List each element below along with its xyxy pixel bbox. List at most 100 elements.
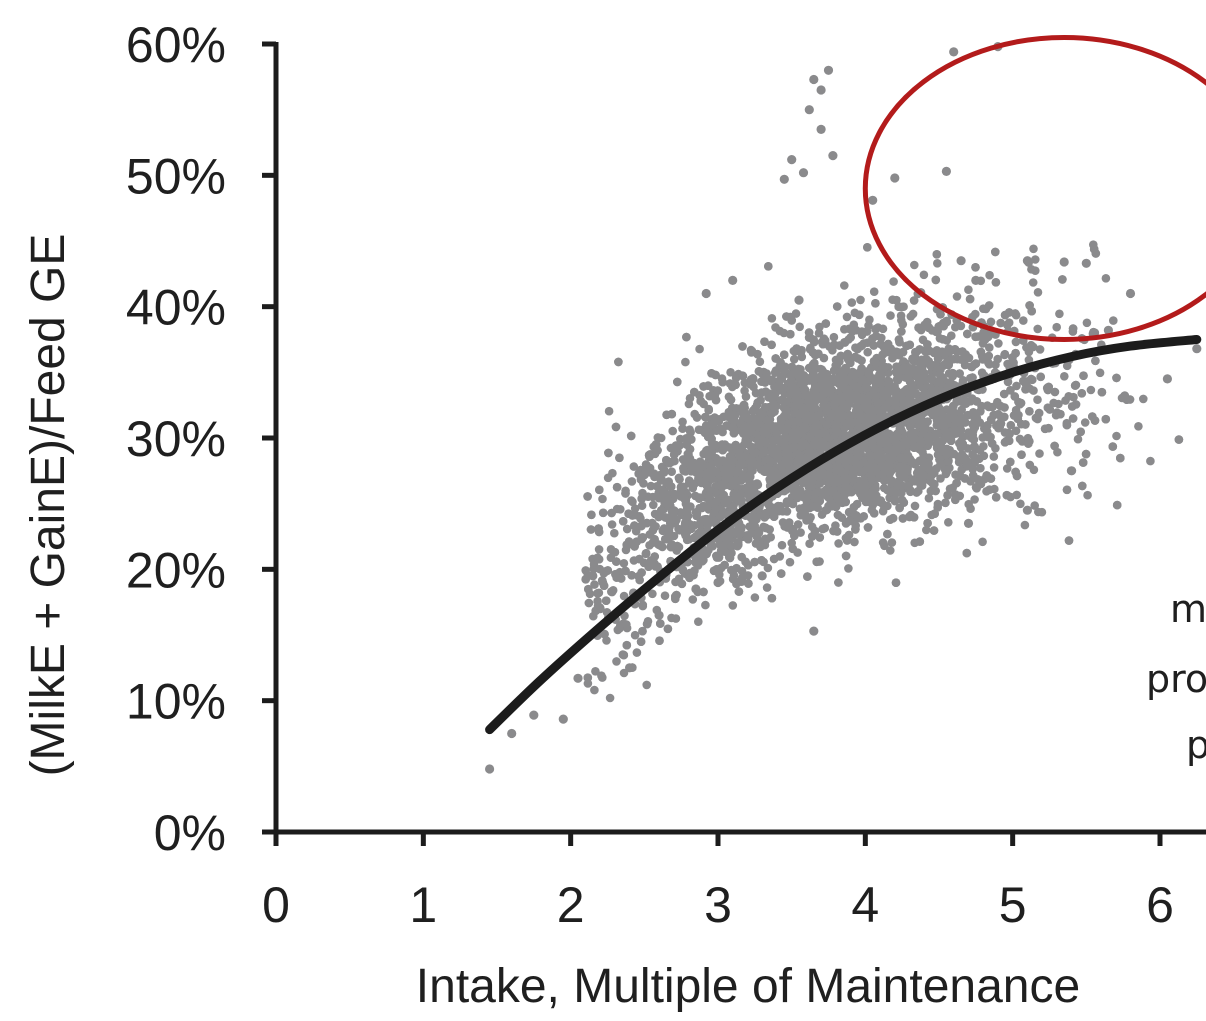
scatter-point (850, 537, 859, 547)
scatter-point (804, 413, 813, 422)
scatter-point (890, 496, 900, 506)
scatter-point (936, 365, 945, 375)
scatter-point (627, 571, 636, 580)
scatter-point (844, 388, 854, 397)
scatter-point (855, 369, 865, 378)
scatter-point (815, 479, 825, 488)
scatter-point (770, 402, 779, 411)
scatter-point (687, 435, 696, 444)
scatter-point (1052, 322, 1061, 332)
scatter-point (895, 337, 904, 347)
scatter-point (1000, 438, 1010, 447)
scatter-point (1068, 324, 1078, 333)
scatter-point (976, 347, 986, 357)
scatter-point (887, 478, 896, 488)
scatter-point (727, 456, 737, 465)
scatter-point (991, 278, 1001, 287)
scatter-point (794, 370, 803, 379)
scatter-point (636, 637, 646, 646)
scatter-point (662, 478, 671, 488)
scatter-point (1028, 278, 1038, 287)
scatter-point (863, 347, 872, 357)
scatter-point (936, 310, 945, 319)
scatter-point (985, 485, 994, 495)
scatter-point (680, 519, 690, 528)
scatter-point (591, 667, 600, 676)
scatter-point (666, 542, 676, 552)
scatter-point (734, 540, 743, 550)
scatter-point (610, 547, 620, 557)
scatter-point (627, 477, 637, 486)
scatter-point (644, 562, 653, 571)
scatter-point (840, 377, 850, 387)
scatter-point (1101, 274, 1111, 283)
scatter-point (824, 462, 833, 471)
scatter-point (1029, 244, 1038, 254)
scatter-point (612, 482, 622, 492)
scatter-point (1081, 449, 1091, 459)
scatter-point (943, 433, 953, 443)
scatter-point (979, 304, 988, 314)
scatter-point (993, 410, 1003, 419)
scatter-point (880, 476, 889, 485)
scatter-point (701, 412, 710, 422)
scatter-point (793, 520, 803, 529)
scatter-point (738, 342, 747, 351)
scatter-point (1002, 490, 1012, 500)
scatter-point (838, 369, 848, 378)
scatter-point (960, 360, 970, 370)
scatter-point (860, 474, 870, 484)
scatter-point (866, 464, 875, 474)
scatter-point (750, 557, 759, 567)
scatter-point (741, 483, 751, 493)
scatter-point (650, 535, 659, 544)
scatter-point (834, 578, 843, 587)
scatter-point (668, 426, 677, 436)
scatter-point (739, 408, 748, 418)
scatter-point (680, 528, 690, 538)
scatter-point (951, 495, 960, 505)
scatter-point (747, 424, 756, 433)
scatter-point (996, 318, 1005, 328)
scatter-point (781, 425, 791, 434)
scatter-point (679, 482, 688, 492)
scatter-point (877, 439, 886, 448)
scatter-point (1070, 381, 1080, 390)
scatter-point (837, 467, 846, 477)
scatter-point (681, 357, 690, 367)
scatter-point (1079, 371, 1088, 381)
scatter-point (1056, 409, 1065, 419)
scatter-point (722, 421, 731, 430)
scatter-point (619, 591, 629, 601)
scatter-point (939, 446, 948, 456)
scatter-point (1077, 389, 1087, 398)
scatter-point (624, 509, 633, 518)
scatter-point (889, 277, 898, 286)
scatter-point (1010, 392, 1020, 401)
scatter-point (1016, 499, 1025, 509)
scatter-point (769, 422, 778, 431)
scatter-point (652, 482, 662, 491)
scatter-point (612, 657, 621, 666)
scatter-point (667, 467, 676, 477)
scatter-point (782, 458, 792, 468)
scatter-point (823, 383, 833, 393)
scatter-point (760, 337, 769, 347)
scatter-point (868, 412, 877, 422)
scatter-point (958, 432, 968, 442)
scatter-point (694, 425, 704, 435)
scatter-point (841, 497, 850, 507)
scatter-point (1000, 403, 1009, 412)
scatter-point (790, 402, 800, 412)
scatter-point (673, 377, 682, 387)
scatter-point (762, 374, 772, 383)
scatter-point (595, 485, 604, 495)
scatter-point (644, 450, 654, 460)
scatter-point (886, 311, 895, 320)
scatter-point (603, 473, 613, 483)
scatter-point (828, 374, 838, 383)
scatter-point (968, 419, 977, 429)
scatter-point (877, 333, 886, 343)
scatter-point (971, 263, 980, 272)
scatter-point (662, 410, 671, 420)
